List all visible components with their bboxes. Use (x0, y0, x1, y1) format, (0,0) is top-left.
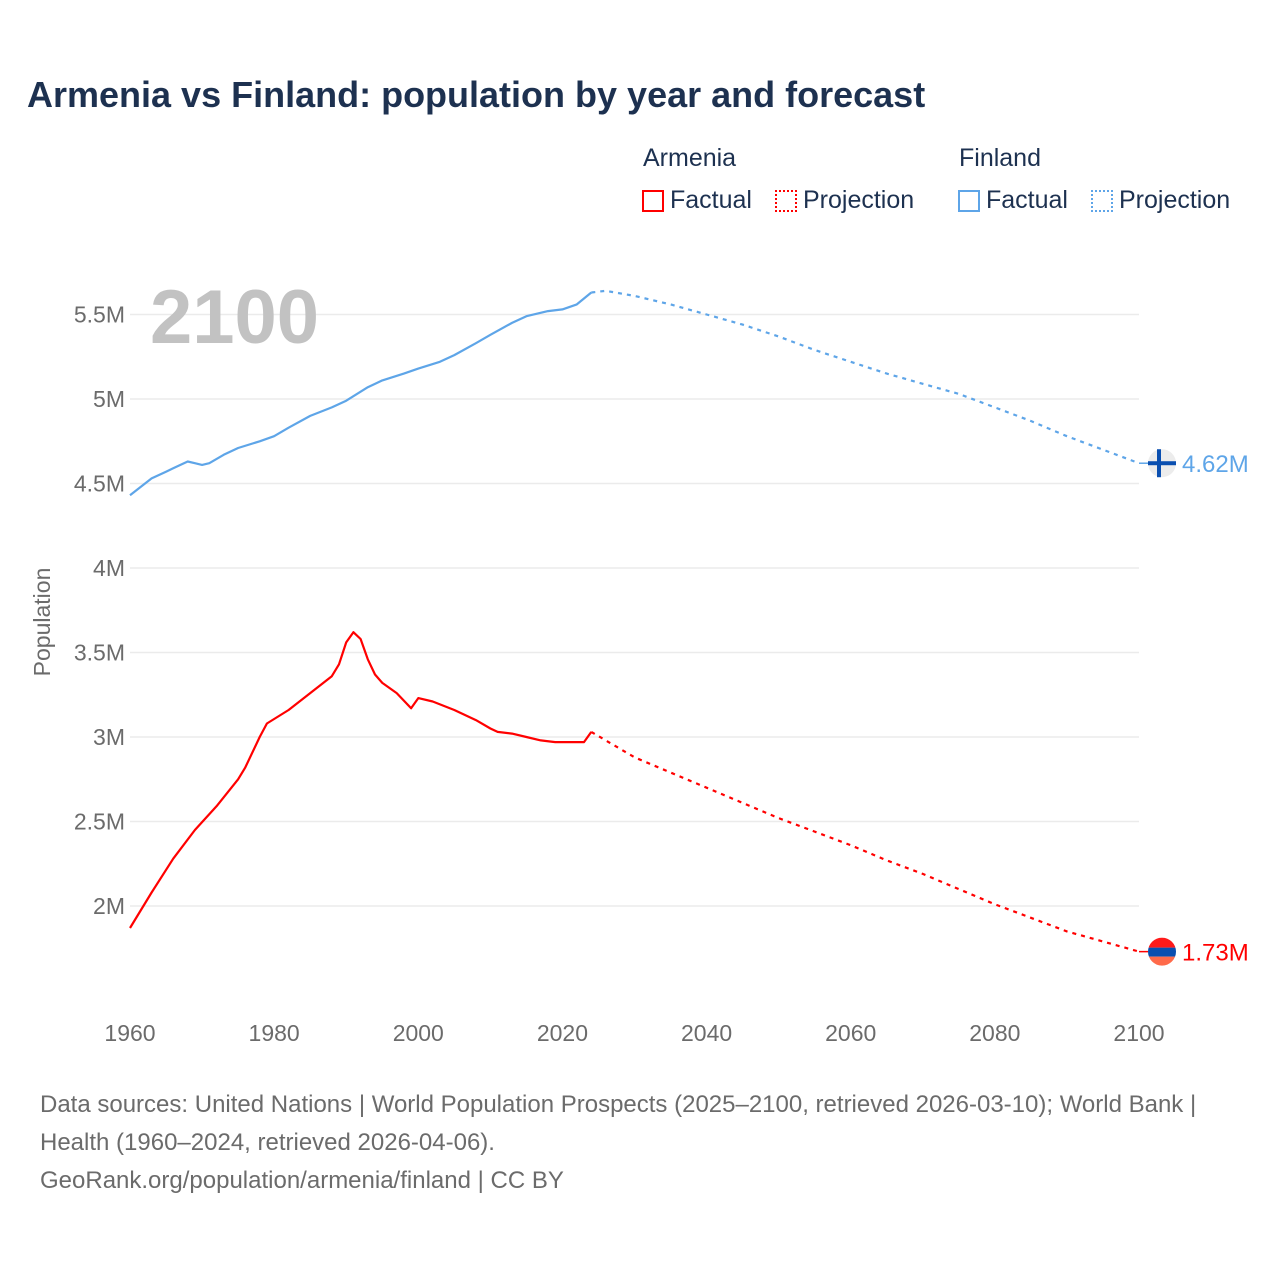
legend-label: Factual (986, 186, 1068, 214)
flag-cross-h (1148, 461, 1176, 466)
y-tick-label: 2M (93, 893, 125, 919)
x-tick-label: 2100 (1113, 1020, 1164, 1046)
armenia-end-value-label: 1.73M (1182, 940, 1249, 967)
flag-stripes (1148, 937, 1176, 966)
source-note: Data sources: United Nations | World Pop… (40, 1086, 1240, 1200)
legend-armenia-factual[interactable]: Factual (642, 186, 752, 215)
y-tick-label: 4M (93, 555, 125, 581)
x-tick-label: 2040 (681, 1020, 732, 1046)
y-axis-label: Population (29, 568, 55, 677)
finland-flag-icon (1148, 449, 1176, 478)
x-tick-label: 2000 (393, 1020, 444, 1046)
x-tick-label: 1960 (104, 1020, 155, 1046)
x-tick-label: 2080 (969, 1020, 1020, 1046)
source-link[interactable]: GeoRank.org/population/armenia/finland |… (40, 1167, 564, 1194)
legend-finland-factual[interactable]: Factual (958, 186, 1068, 215)
plot-area: 2100 Population 2M 2.5M 3M 3.5M 4M 4.5M 5M 5.5M… (29, 275, 1249, 1046)
legend-armenia-projection[interactable]: Projection (775, 186, 914, 215)
y-tick-label: 5.5M (74, 302, 125, 328)
legend-swatch-dotted (775, 189, 797, 212)
flag-cross-v (1157, 449, 1161, 478)
legend-finland-projection[interactable]: Projection (1091, 186, 1230, 215)
finland-end-value-label: 4.62M (1182, 451, 1249, 478)
legend-group-armenia: Armenia (643, 144, 737, 172)
source-text: Data sources: United Nations | World Pop… (40, 1091, 1197, 1156)
y-tick-label: 3.5M (74, 640, 125, 666)
x-tick-label: 2060 (825, 1020, 876, 1046)
legend-label: Projection (1119, 186, 1231, 214)
y-tick-label: 3M (93, 724, 125, 750)
y-tick-label: 4.5M (74, 471, 125, 497)
legend-swatch-solid (642, 189, 664, 212)
chart-title: Armenia vs Finland: population by year a… (27, 74, 926, 115)
finland-projection-line (591, 289, 1140, 465)
x-tick-label: 2020 (537, 1020, 588, 1046)
legend-group-finland: Finland (959, 144, 1041, 172)
finland-factual-line (129, 291, 592, 497)
y-tick-label: 5M (93, 386, 125, 412)
y-tick-label: 2.5M (74, 809, 125, 835)
armenia-factual-line (129, 631, 593, 929)
year-watermark: 2100 (150, 275, 319, 360)
legend-label: Projection (803, 186, 915, 214)
armenia-projection-line (590, 730, 1140, 953)
legend-label: Factual (670, 186, 752, 214)
legend-swatch-solid (958, 189, 980, 212)
armenia-flag-icon (1148, 937, 1176, 966)
flag-stripe-red (1148, 937, 1176, 948)
flag-stripe-blue (1148, 947, 1176, 957)
legend-swatch-dotted (1091, 189, 1113, 212)
flag-stripe-orange (1148, 956, 1176, 966)
x-tick-label: 1980 (249, 1020, 300, 1046)
